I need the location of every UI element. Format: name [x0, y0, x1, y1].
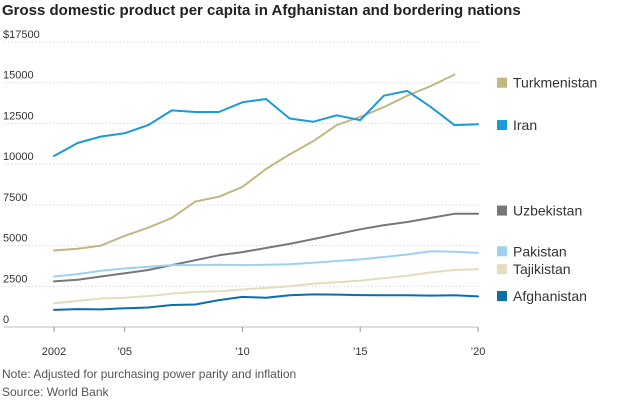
- legend-swatch-afghanistan: [497, 291, 507, 302]
- legend-swatch-iran: [497, 120, 507, 131]
- legend-swatch-pakistan: [497, 246, 507, 257]
- x-tick-label: ’05: [117, 346, 132, 358]
- x-tick-label: ’15: [353, 346, 368, 358]
- chart-title: Gross domestic product per capita in Afg…: [2, 2, 521, 19]
- x-tick-label: 2002: [42, 346, 66, 358]
- series-line-pakistan: [53, 250, 479, 278]
- legend-label-uzbekistan: Uzbekistan: [513, 203, 582, 219]
- series-line-iran: [53, 89, 479, 157]
- legend-swatch-turkmenistan: [497, 77, 507, 88]
- y-tick-label: 12500: [3, 110, 34, 122]
- series-line-uzbekistan: [53, 212, 479, 283]
- x-tick-label: ’10: [235, 346, 250, 358]
- series-lines: [53, 73, 479, 311]
- legend-swatch-uzbekistan: [497, 205, 507, 216]
- y-tick-label: 2500: [3, 273, 27, 285]
- x-tick-label: ’20: [471, 346, 486, 358]
- legend-label-iran: Iran: [513, 117, 537, 133]
- series-line-tajikistan: [53, 268, 479, 305]
- y-tick-label: 7500: [3, 192, 27, 204]
- x-axis-ticks: 2002 ’05 ’10 ’15 ’20: [42, 327, 486, 358]
- series-line-turkmenistan: [53, 73, 456, 252]
- legend-label-pakistan: Pakistan: [513, 243, 567, 259]
- y-tick-label: 5000: [3, 233, 27, 245]
- chart-source: Source: World Bank: [2, 385, 109, 399]
- legend-label-turkmenistan: Turkmenistan: [513, 75, 597, 91]
- legend-label-afghanistan: Afghanistan: [513, 288, 587, 304]
- y-tick-label: 0: [3, 314, 9, 326]
- legend-swatch-tajikistan: [497, 264, 507, 275]
- legend-label-tajikistan: Tajikistan: [513, 261, 571, 277]
- y-tick-label: 10000: [3, 151, 34, 163]
- y-axis-ticks: 0 2500 5000 7500 10000 12500 15000 $17500: [3, 29, 40, 326]
- series-line-afghanistan: [53, 293, 479, 311]
- gridlines: [4, 41, 478, 328]
- y-tick-label: $17500: [3, 29, 40, 41]
- legend: Turkmenistan Iran Uzbekistan Pakistan Tajiki…: [497, 75, 597, 304]
- chart-note: Note: Adjusted for purchasing power pari…: [2, 367, 297, 381]
- y-tick-label: 15000: [3, 70, 34, 82]
